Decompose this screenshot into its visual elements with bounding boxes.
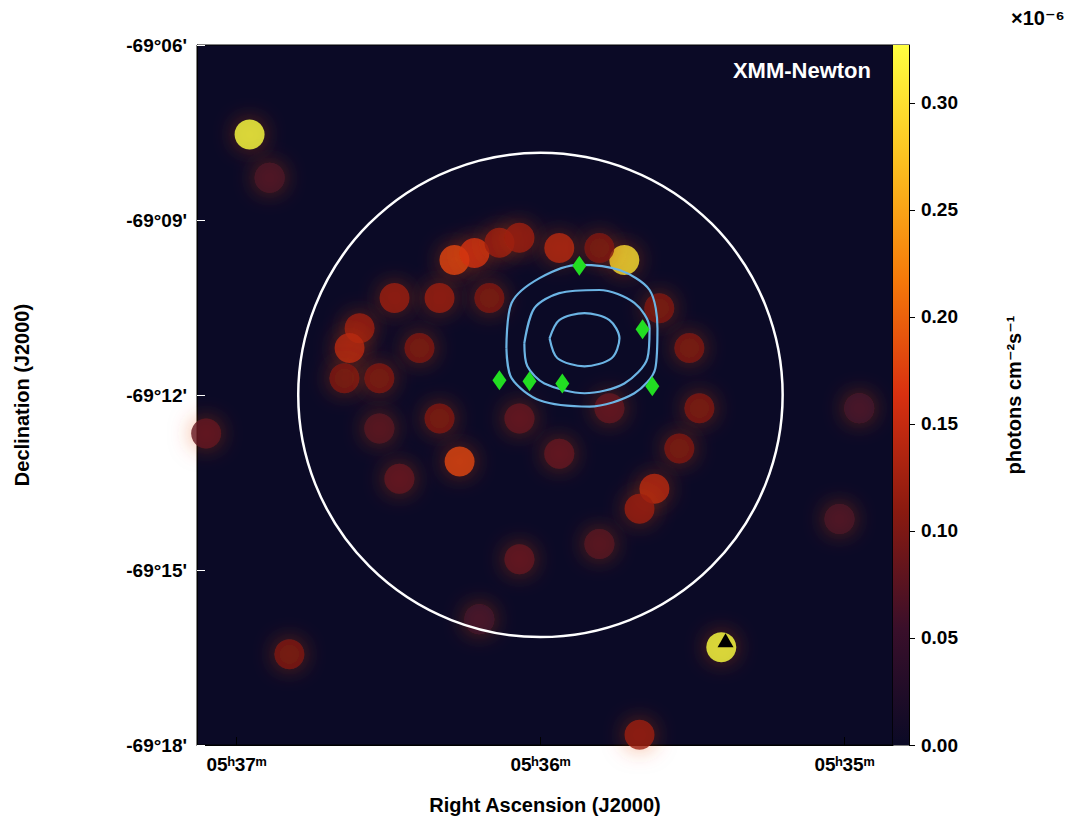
svg-text:Right Ascension (J2000): Right Ascension (J2000) (429, 794, 661, 816)
svg-text:05ʰ35ᵐ: 05ʰ35ᵐ (814, 754, 874, 775)
svg-text:-69°15': -69°15' (126, 560, 187, 581)
svg-text:-69°09': -69°09' (126, 210, 187, 231)
svg-text:0.10: 0.10 (921, 520, 958, 541)
svg-text:0.30: 0.30 (921, 92, 958, 113)
svg-text:0.05: 0.05 (921, 627, 958, 648)
svg-text:0.00: 0.00 (921, 735, 958, 756)
svg-text:photons cm⁻²s⁻¹: photons cm⁻²s⁻¹ (1003, 315, 1025, 474)
svg-text:Declination (J2000): Declination (J2000) (11, 304, 33, 486)
svg-text:-69°18': -69°18' (126, 735, 187, 756)
svg-text:XMM-Newton: XMM-Newton (733, 58, 871, 83)
svg-text:×10⁻⁶: ×10⁻⁶ (1011, 7, 1065, 29)
svg-text:0.25: 0.25 (921, 199, 958, 220)
svg-text:-69°12': -69°12' (126, 385, 187, 406)
svg-text:-69°06': -69°06' (126, 35, 187, 56)
svg-text:0.20: 0.20 (921, 306, 958, 327)
svg-text:05ʰ37ᵐ: 05ʰ37ᵐ (207, 754, 267, 775)
svg-text:0.15: 0.15 (921, 413, 958, 434)
svg-text:05ʰ36ᵐ: 05ʰ36ᵐ (510, 754, 570, 775)
